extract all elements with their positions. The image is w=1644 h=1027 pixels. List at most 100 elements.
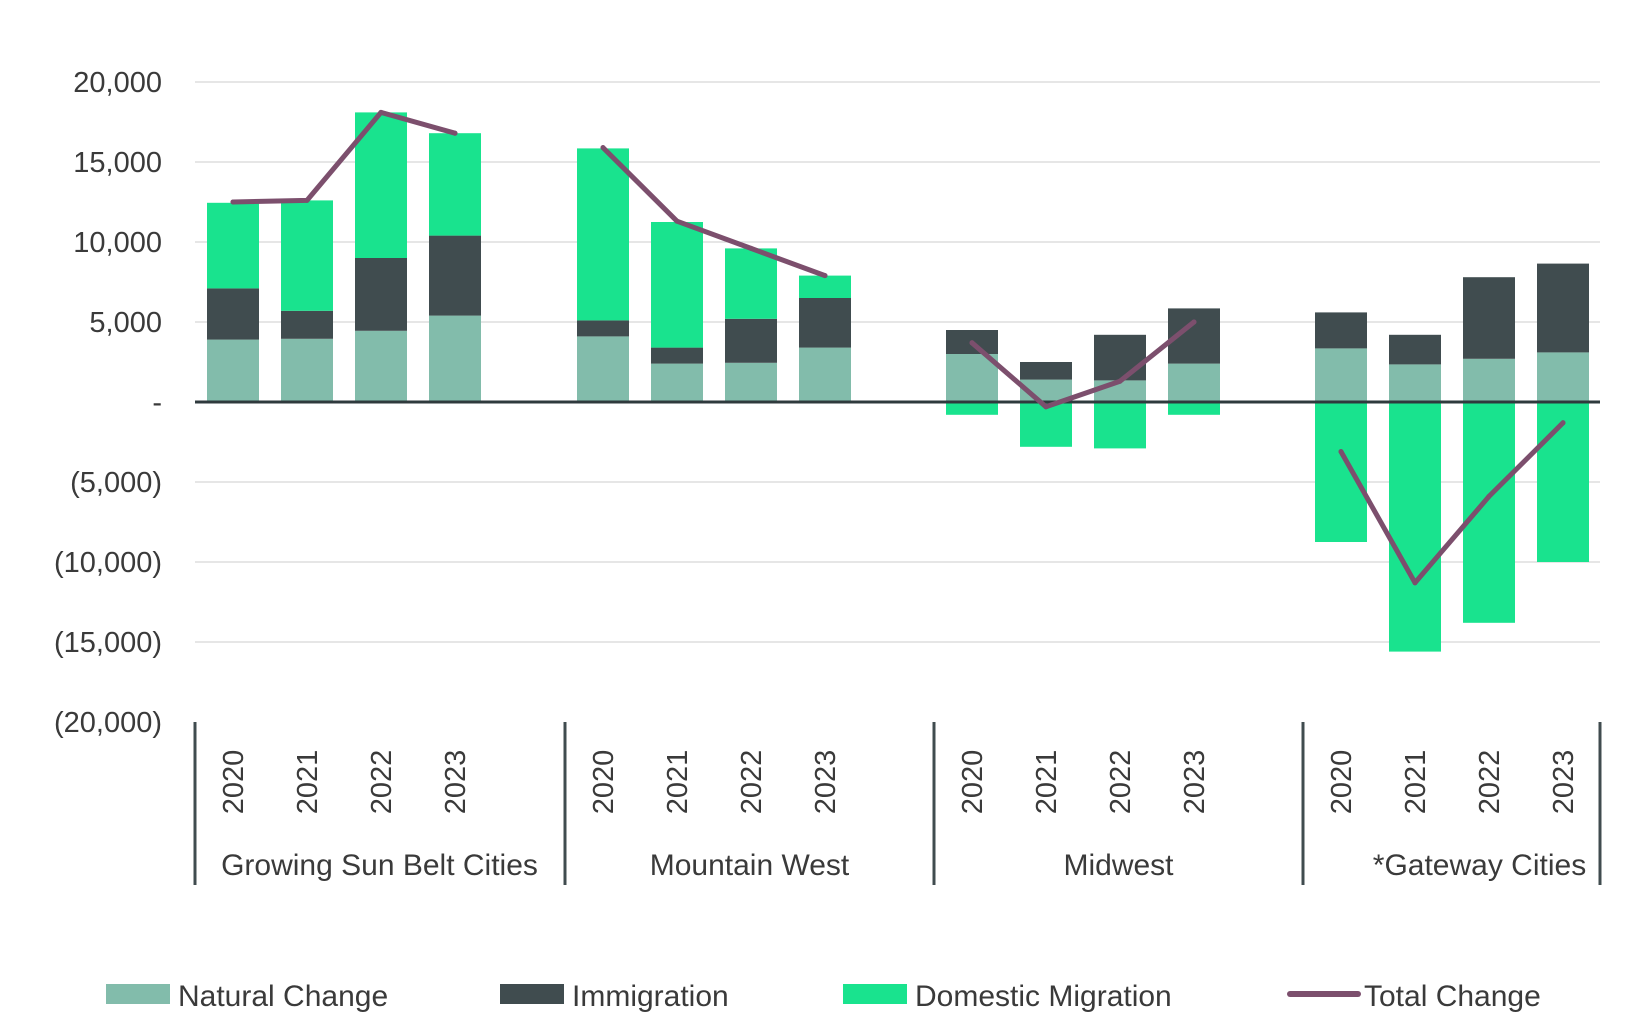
bar-natural-change [1463, 358, 1515, 402]
bar-domestic-migration [1537, 402, 1589, 562]
bar-domestic-migration [1094, 402, 1146, 449]
bar-immigration [355, 258, 407, 331]
y-tick-label: 20,000 [73, 67, 162, 99]
bar-immigration [725, 318, 777, 363]
x-year-label: 2020 [957, 750, 989, 815]
group-label: *Gateway Cities [1373, 849, 1586, 882]
y-tick-label: - [152, 387, 162, 419]
bar-domestic-migration [651, 222, 703, 348]
bar-natural-change [651, 363, 703, 402]
bar-immigration [1315, 312, 1367, 349]
x-year-label: 2021 [662, 750, 694, 815]
bar-domestic-migration [1315, 402, 1367, 542]
bar-natural-change [1389, 364, 1441, 402]
total-change-line-segment [969, 319, 1197, 410]
total-change-point [1412, 580, 1418, 586]
x-year-label: 2021 [292, 750, 324, 815]
x-year-label: 2020 [1326, 750, 1358, 815]
total-change-point [1117, 378, 1123, 384]
x-year-label: 2020 [588, 750, 620, 815]
y-tick-label: 10,000 [73, 227, 162, 259]
bar-immigration [651, 347, 703, 364]
x-year-label: 2022 [366, 750, 398, 815]
x-year-label: 2023 [1548, 750, 1580, 815]
total-change-point [674, 218, 680, 224]
total-change-point [748, 245, 754, 251]
bar-immigration [1463, 277, 1515, 359]
x-year-label: 2022 [736, 750, 768, 815]
bar-immigration [1537, 263, 1589, 353]
bar-immigration [207, 288, 259, 340]
total-change-point [1486, 493, 1492, 499]
total-change-line-segment [1338, 420, 1566, 586]
bar-immigration [1020, 362, 1072, 380]
legend-label: Total Change [1364, 980, 1541, 1013]
y-tick-label: (20,000) [54, 707, 162, 739]
x-year-label: 2020 [218, 750, 250, 815]
x-year-label: 2021 [1400, 750, 1432, 815]
total-change-point [1560, 420, 1566, 426]
x-year-label: 2023 [440, 750, 472, 815]
bar-series [207, 112, 1589, 652]
total-change-point [452, 130, 458, 136]
bar-natural-change [799, 347, 851, 402]
y-tick-label: (5,000) [70, 467, 162, 499]
bar-domestic-migration [281, 200, 333, 311]
bar-natural-change [725, 362, 777, 402]
bar-natural-change [429, 315, 481, 402]
legend-label: Natural Change [178, 980, 388, 1013]
total-change-point [1338, 449, 1344, 455]
bar-domestic-migration [946, 402, 998, 415]
x-year-label: 2022 [1105, 750, 1137, 815]
bar-natural-change [355, 330, 407, 402]
total-change-point [1043, 404, 1049, 410]
bar-domestic-migration [577, 148, 629, 321]
bar-domestic-migration [207, 202, 259, 289]
total-change-line [230, 109, 1566, 586]
bar-domestic-migration [725, 248, 777, 319]
bar-natural-change [946, 354, 998, 402]
x-axis: 2020 2021 2022 2023 Growing Sun Belt Cities 2… [193, 722, 1602, 885]
legend-label: Immigration [572, 980, 729, 1013]
total-change-line-segment [600, 145, 828, 279]
bar-immigration [429, 235, 481, 316]
legend-swatch [106, 984, 170, 1004]
group-label: Mountain West [650, 849, 850, 882]
bar-domestic-migration [1389, 402, 1441, 652]
legend-label: Domestic Migration [915, 980, 1172, 1013]
bar-natural-change [207, 339, 259, 402]
bar-natural-change [1315, 348, 1367, 402]
bar-immigration [281, 310, 333, 339]
x-year-label: 2021 [1031, 750, 1063, 815]
total-change-point [230, 199, 236, 205]
bar-domestic-migration [1020, 402, 1072, 447]
x-year-label: 2022 [1474, 750, 1506, 815]
bar-natural-change [577, 336, 629, 402]
y-tick-label: 5,000 [89, 307, 162, 339]
bar-domestic-migration [429, 133, 481, 236]
x-year-label: 2023 [1179, 750, 1211, 815]
total-change-point [378, 109, 384, 115]
y-tick-label: (15,000) [54, 627, 162, 659]
total-change-point [1191, 319, 1197, 325]
legend-swatch [500, 984, 564, 1004]
bar-natural-change [281, 338, 333, 402]
bar-immigration [799, 298, 851, 348]
bar-domestic-migration [799, 275, 851, 298]
bar-immigration [1389, 334, 1441, 365]
total-change-point [822, 273, 828, 279]
bar-domestic-migration [1463, 402, 1515, 623]
bar-natural-change [1537, 352, 1589, 402]
legend: Natural Change Immigration Domestic Migrat… [106, 980, 1541, 1013]
legend-swatch [843, 984, 907, 1004]
group-label: Midwest [1063, 849, 1174, 882]
bar-immigration [577, 320, 629, 337]
bar-domestic-migration [1168, 402, 1220, 415]
total-change-point [600, 145, 606, 151]
total-change-point [304, 197, 310, 203]
bar-natural-change [1168, 363, 1220, 402]
y-tick-label: 15,000 [73, 147, 162, 179]
total-change-line-segment [230, 109, 458, 205]
y-tick-label: (10,000) [54, 547, 162, 579]
